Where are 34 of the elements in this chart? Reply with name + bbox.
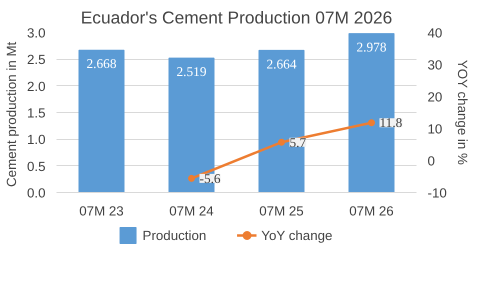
chart-title: Ecuador's Cement Production 07M 2026 bbox=[80, 8, 392, 28]
legend-label: Production bbox=[142, 228, 206, 242]
y2-tick-label: 0 bbox=[428, 154, 435, 168]
y-tick-label: 3.0 bbox=[26, 26, 46, 40]
y2-tick-label: -10 bbox=[428, 186, 447, 200]
point bbox=[368, 119, 375, 126]
legend-label: YoY change bbox=[261, 228, 332, 242]
y-tick-label: 0.0 bbox=[26, 186, 46, 200]
y2-tick-label: 20 bbox=[428, 90, 442, 104]
y-tick-label: 1.0 bbox=[26, 132, 46, 148]
data-label: -5.6 bbox=[200, 170, 221, 186]
y2-tick-label: 30 bbox=[428, 58, 442, 72]
y-tick-label: 2.5 bbox=[26, 52, 46, 68]
y-axis-title: Cement production in Mt bbox=[4, 41, 19, 187]
x-tick-label: 07M 24 bbox=[169, 204, 214, 218]
x-tick-label: 07M 25 bbox=[259, 204, 304, 218]
point bbox=[278, 138, 285, 146]
point bbox=[188, 174, 195, 182]
y-tick-label: 1.5 bbox=[26, 106, 46, 120]
y-tick-label: 2.0 bbox=[26, 78, 46, 94]
y-tick-label: 0.5 bbox=[26, 158, 46, 174]
bar bbox=[258, 50, 304, 192]
data-label: 2.664 bbox=[266, 56, 297, 72]
y2-tick-label: 10 bbox=[428, 122, 442, 136]
data-label: 2.519 bbox=[176, 64, 207, 80]
y2-axis-title: YOY change in % bbox=[454, 60, 470, 166]
data-label: 2.668 bbox=[86, 56, 117, 72]
bar bbox=[78, 50, 124, 192]
data-label: 2.978 bbox=[356, 40, 387, 55]
y2-tick-label: 40 bbox=[428, 26, 442, 40]
x-tick-label: 07M 23 bbox=[79, 204, 124, 218]
data-label: 5.7 bbox=[290, 134, 306, 150]
data-label: 11.8 bbox=[380, 115, 403, 130]
x-tick-label: 07M 26 bbox=[349, 204, 394, 218]
